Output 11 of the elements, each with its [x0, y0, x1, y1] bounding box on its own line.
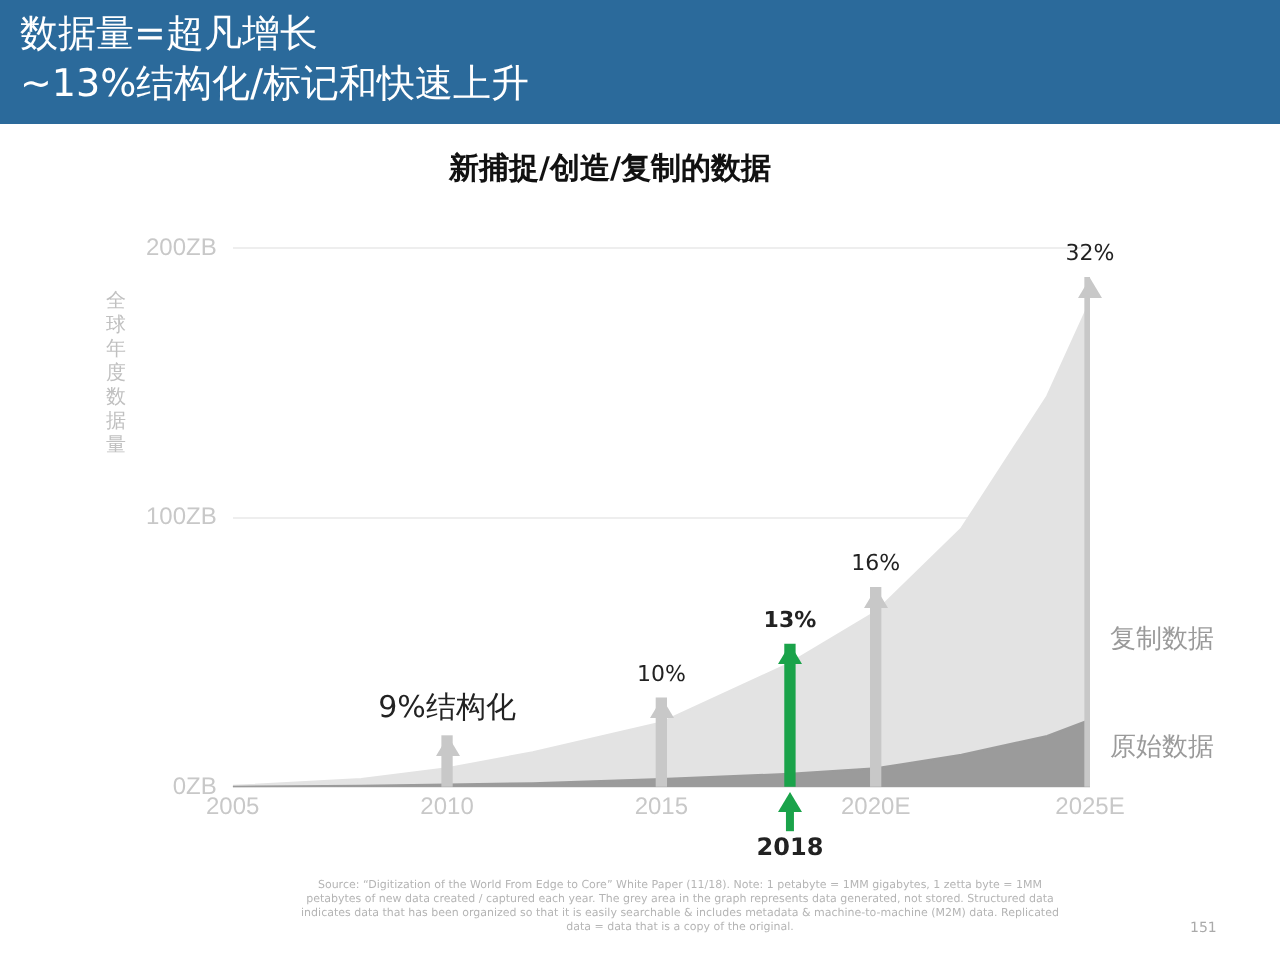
chart-title: 数据量=超凡增长 ~13%结构化/标记和快速上升 [0, 0, 1280, 124]
annotation: 9%结构化 [378, 688, 516, 725]
ref-line-label: 2018 [756, 833, 824, 862]
annotation: 16% [851, 550, 901, 577]
y-axis-title: 全球年度数据量 [106, 289, 126, 458]
chart-subtitle: 新捕捉/创造/复制的数据 [447, 149, 771, 186]
annotation: 32% [1065, 240, 1115, 267]
series-label: 原始数据 [1110, 732, 1214, 763]
annotation: 13% [763, 607, 817, 634]
annotation: 10% [636, 660, 686, 687]
series-label: 复制数据 [1110, 624, 1214, 655]
